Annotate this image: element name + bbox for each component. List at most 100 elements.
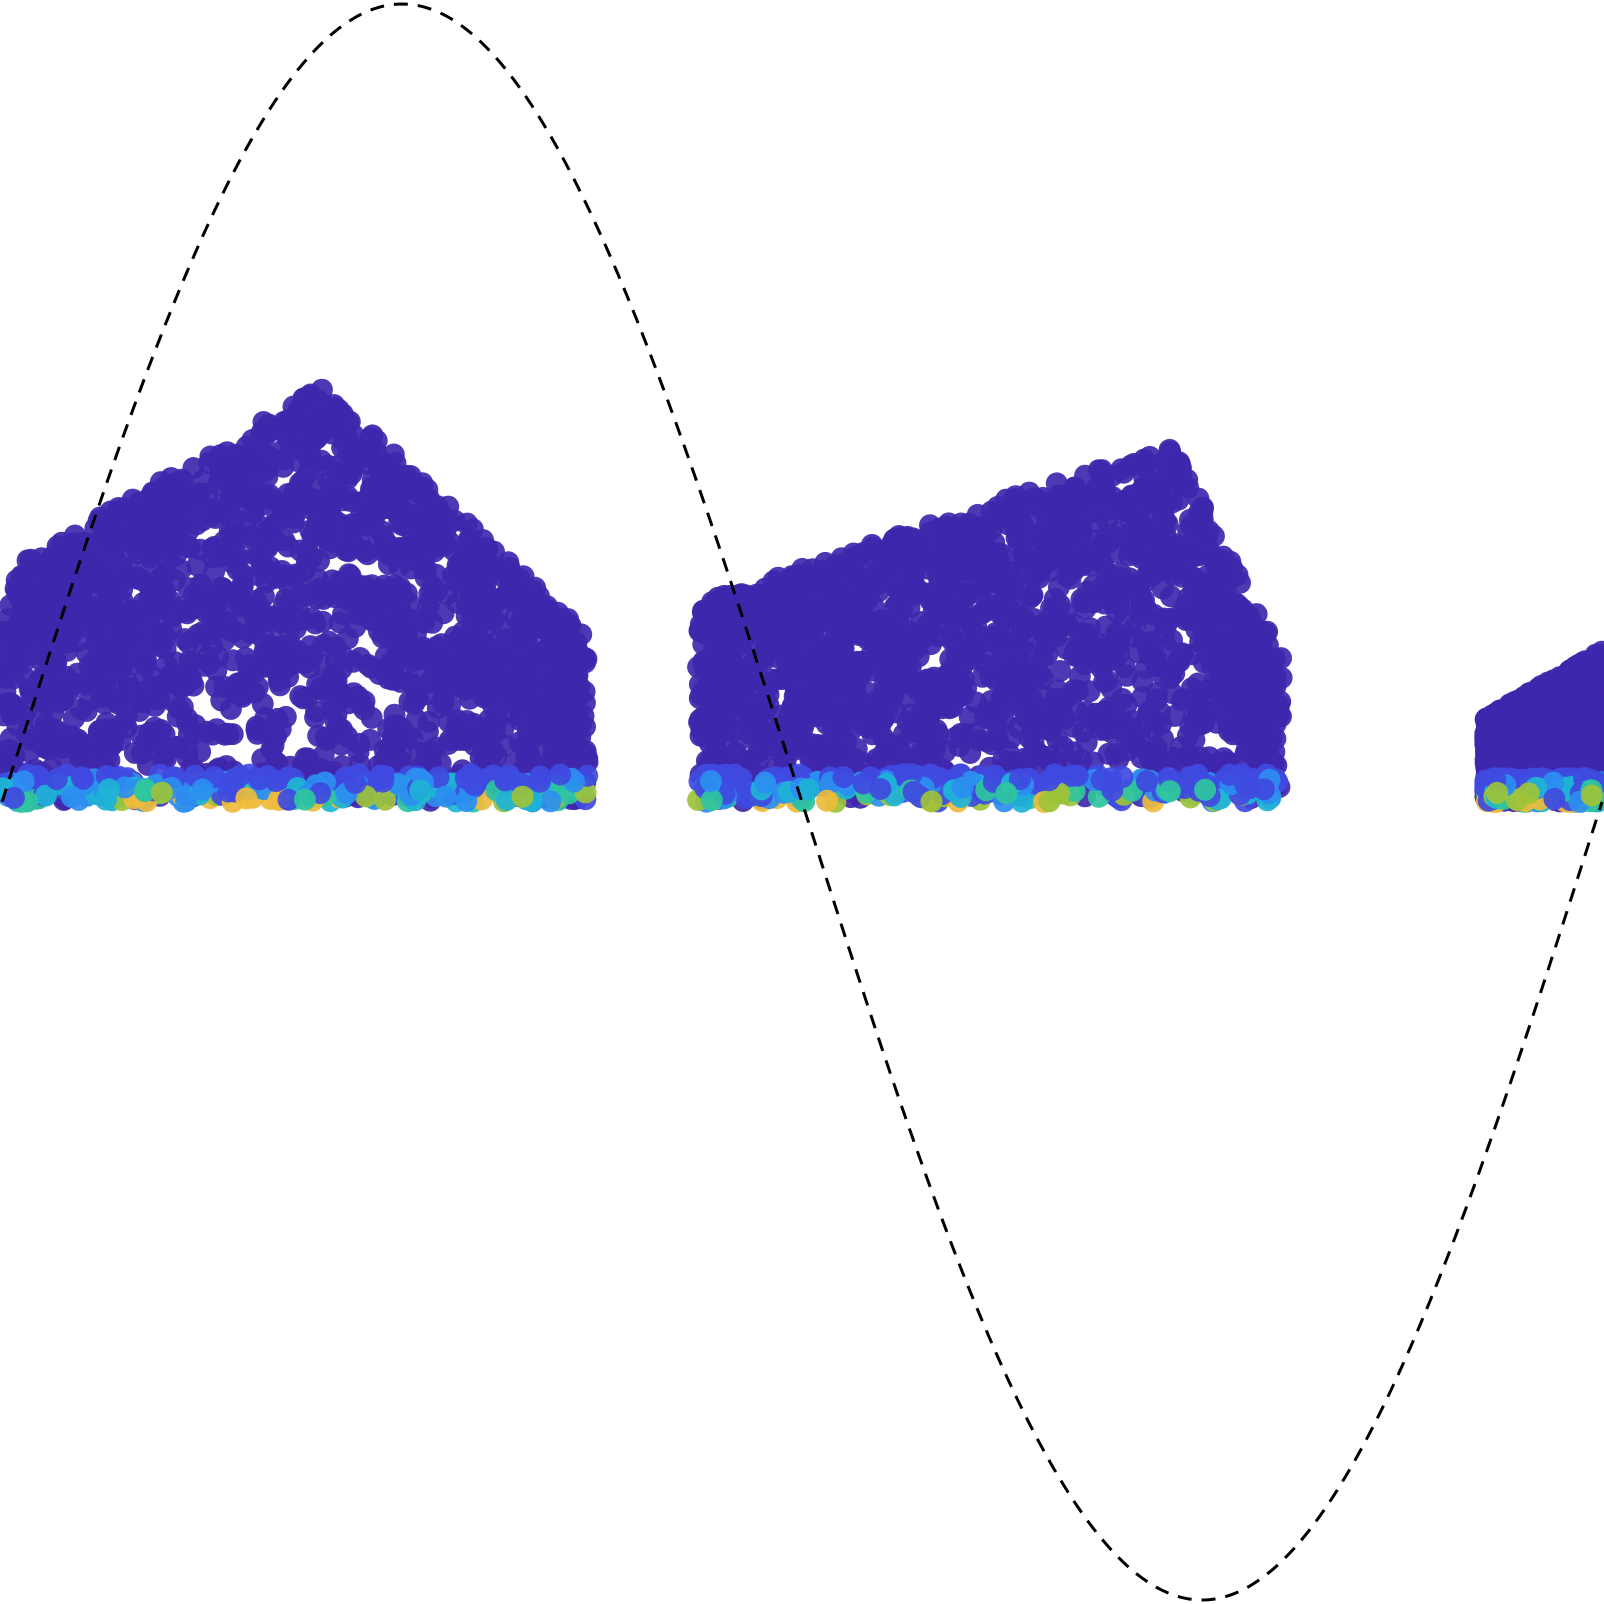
scatter-point xyxy=(45,768,68,791)
scatter-point xyxy=(1092,468,1115,491)
scatter-point xyxy=(296,747,319,770)
scatter-point xyxy=(983,625,1006,648)
scatter-point xyxy=(757,627,780,650)
scatter-point xyxy=(843,691,866,714)
scatter-point xyxy=(318,630,340,653)
scatter-point xyxy=(754,771,776,794)
scatter-point xyxy=(986,495,1009,518)
scatter-point xyxy=(1100,569,1123,592)
scatter-point xyxy=(911,582,934,605)
scatter-point xyxy=(32,686,55,709)
scatter-point xyxy=(389,630,412,653)
scatter-point xyxy=(197,588,220,610)
scatter-point xyxy=(688,711,711,734)
scatter-point xyxy=(1164,468,1187,491)
scatter-point xyxy=(1194,778,1217,801)
scatter-point xyxy=(474,675,497,697)
scatter-point xyxy=(1003,488,1026,511)
scatter-point xyxy=(963,631,986,654)
scatter-point xyxy=(1211,679,1234,701)
scatter-point xyxy=(729,618,752,641)
scatter-point xyxy=(61,541,84,564)
scatter-point xyxy=(293,788,316,811)
scatter-point xyxy=(852,584,875,607)
scatter-point xyxy=(528,770,551,793)
scatter-point xyxy=(797,778,820,801)
scatter-point xyxy=(52,594,75,617)
scatter-point xyxy=(434,785,457,808)
scatter-point xyxy=(794,657,817,680)
scatter-point xyxy=(1042,520,1065,543)
scatter-point xyxy=(180,668,203,691)
scatter-point xyxy=(1256,634,1279,657)
scatter-point xyxy=(454,767,477,790)
scatter-point xyxy=(251,692,274,715)
scatter-point xyxy=(1035,626,1058,649)
scatter-point xyxy=(771,742,794,765)
scatter-point xyxy=(143,716,166,739)
scatter-point xyxy=(1008,768,1031,791)
scatter-point xyxy=(1074,464,1097,487)
scatter-point xyxy=(925,551,948,574)
scatter-point xyxy=(365,429,388,452)
scatter-point xyxy=(736,711,759,734)
scatter-point xyxy=(1066,764,1089,787)
scatter-point xyxy=(1227,594,1250,617)
scatter-point xyxy=(1183,728,1206,751)
scatter-point xyxy=(189,538,212,561)
scatter-point xyxy=(1093,670,1116,693)
scatter-point xyxy=(1151,577,1174,600)
scatter-point xyxy=(164,544,187,567)
scatter-point xyxy=(132,668,155,691)
scatter-point xyxy=(340,463,363,486)
scatter-point xyxy=(1241,662,1264,684)
scatter-point xyxy=(63,673,86,696)
scatter-point xyxy=(902,780,925,803)
scatter-point xyxy=(265,770,287,793)
scatter-point xyxy=(1116,739,1139,762)
scatter-point xyxy=(832,766,855,789)
scatter-point xyxy=(765,610,788,633)
scatter-point xyxy=(494,734,517,757)
scatter-point xyxy=(398,690,421,713)
scatter-point xyxy=(2,786,25,809)
scatter-point xyxy=(927,625,950,647)
scatter-point xyxy=(1110,458,1133,481)
scatter-point xyxy=(1194,702,1217,725)
scatter-point xyxy=(123,741,146,764)
scatter-point xyxy=(353,690,376,713)
scatter-point xyxy=(5,696,28,718)
scatter-point xyxy=(1111,688,1134,710)
scatter-point xyxy=(496,691,519,714)
scatter-point xyxy=(883,596,906,619)
scatter-point xyxy=(411,646,434,669)
scatter-point xyxy=(92,566,115,589)
scatter-point xyxy=(185,513,208,536)
scatter-point xyxy=(411,476,434,499)
scatter-point xyxy=(137,491,160,514)
scatter-point xyxy=(849,619,872,642)
scatter-point xyxy=(461,661,484,684)
scatter-point xyxy=(776,723,799,746)
scatter-point xyxy=(1118,577,1141,600)
scatter-point xyxy=(920,790,943,813)
scatter-point xyxy=(226,558,249,581)
scatter-point xyxy=(150,570,173,593)
scatter-point xyxy=(396,724,419,747)
scatter-point xyxy=(378,543,400,566)
scatter-point xyxy=(1020,744,1043,767)
scatter-point xyxy=(699,732,721,755)
scatter-point xyxy=(869,714,892,737)
scatter-point xyxy=(213,468,236,491)
scatter-point xyxy=(843,563,866,586)
scatter-point xyxy=(688,619,711,642)
scatter-point xyxy=(1007,534,1030,557)
scatter-point xyxy=(1062,715,1084,738)
scatter-point xyxy=(368,620,390,643)
scatter-point xyxy=(985,714,1008,737)
scatter-point xyxy=(1048,593,1071,616)
scatter-point xyxy=(716,671,739,694)
scatter-point xyxy=(182,649,205,672)
scatter-point xyxy=(956,580,979,603)
scatter-point xyxy=(1150,713,1172,735)
